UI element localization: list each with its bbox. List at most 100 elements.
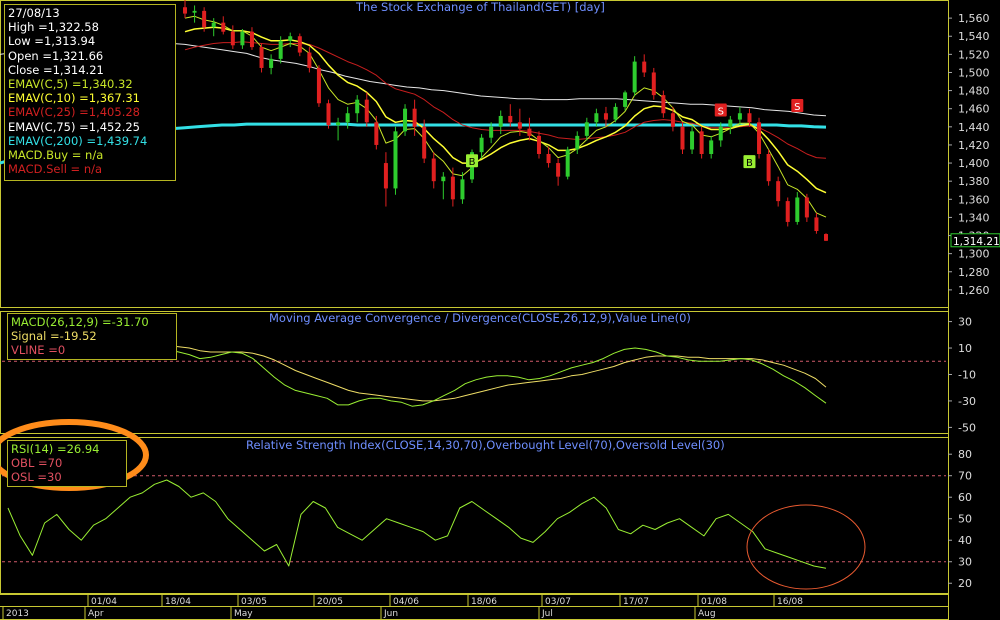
candle-body	[316, 67, 321, 104]
candle-body	[728, 119, 733, 127]
candle-body	[498, 115, 503, 127]
month-tick-label: Aug	[698, 609, 716, 619]
buy-marker	[466, 154, 479, 168]
price-tick-label: 1,260	[958, 284, 990, 297]
candle-body	[814, 217, 819, 231]
date-tick-label: 01/04	[91, 597, 117, 607]
info-ema75: EMAV(C,75) =1,452.25	[8, 119, 140, 134]
candle-body	[795, 197, 800, 222]
candle-body	[460, 179, 465, 200]
info-ema10: EMAV(C,10) =1,367.31	[8, 91, 140, 106]
info-osl: OSL =30	[11, 470, 62, 485]
candle-body	[269, 58, 274, 68]
info-signal: Signal =-19.52	[11, 329, 97, 344]
macd-tick-label: -10	[958, 368, 976, 381]
candle-body	[355, 99, 360, 114]
date-tick-label: 04/06	[393, 597, 419, 607]
macd-signal-line	[114, 343, 827, 402]
buy-marker-label: B	[469, 157, 476, 168]
info-high: High =1,322.58	[8, 20, 99, 35]
candle-body	[757, 122, 762, 154]
info-ema200: EMAV(C,200) =1,439.74	[8, 133, 148, 148]
rsi-oversold-highlight-circle	[746, 504, 866, 590]
price-info-box: 27/08/13 High =1,322.58 Low =1,313.94 Op…	[4, 4, 176, 181]
candle-body	[326, 103, 331, 126]
candle-body	[785, 201, 790, 222]
candle-body	[699, 131, 704, 154]
price-panel-title: The Stock Exchange of Thailand(SET) [day…	[356, 0, 605, 14]
candle-body	[489, 126, 494, 138]
candle-body	[556, 163, 561, 177]
sell-marker-label: S	[794, 102, 800, 113]
candle-body	[278, 40, 283, 59]
month-tick-label: Jun	[383, 609, 398, 619]
candle-body	[527, 128, 532, 136]
candle-body	[623, 92, 628, 107]
info-macd-buy: MACD.Buy = n/a	[8, 148, 104, 163]
candle-body	[183, 7, 187, 14]
candle-body	[536, 135, 541, 154]
candle-body	[240, 31, 245, 46]
rsi-tick-label: 30	[958, 556, 972, 569]
price-tick-label: 1,420	[958, 139, 990, 152]
candle-body	[374, 122, 379, 145]
candle-body	[441, 176, 446, 182]
info-date: 27/08/13	[8, 6, 60, 20]
candle-body	[249, 31, 254, 48]
rsi-line	[7, 479, 827, 569]
date-tick-label: 20/05	[317, 597, 343, 607]
price-tick-label: 1,380	[958, 175, 990, 188]
candle-body	[192, 10, 197, 13]
candle-body	[603, 113, 608, 120]
date-tick-label: 18/06	[471, 597, 497, 607]
candle-body	[412, 108, 417, 127]
macd-line	[114, 340, 827, 407]
price-tick-label: 1,360	[958, 193, 990, 206]
info-low: Low =1,313.94	[8, 34, 96, 49]
date-tick-label: 01/08	[701, 597, 727, 607]
date-tick-label: 17/07	[623, 597, 649, 607]
candle-body	[661, 95, 666, 114]
candle-body	[737, 113, 742, 120]
price-tick-label: 1,340	[958, 211, 990, 224]
candle-body	[202, 10, 207, 28]
candle-body	[804, 197, 809, 218]
candle-body	[670, 113, 675, 127]
macd-panel-title: Moving Average Convergence / Divergence(…	[269, 311, 691, 325]
candle-body	[383, 163, 388, 189]
date-tick-label: 03/05	[241, 597, 267, 607]
macd-tick-label: -30	[958, 395, 976, 408]
rsi-tick-label: 60	[958, 491, 972, 504]
candle-body	[651, 72, 656, 96]
info-ema25: EMAV(C,25) =1,405.28	[8, 105, 140, 120]
sell-marker	[714, 103, 727, 117]
rsi-tick-label: 20	[958, 577, 972, 590]
rsi-info-highlight-circle	[0, 419, 149, 491]
buy-marker-label: B	[746, 158, 753, 169]
sell-marker-label: S	[718, 107, 724, 118]
info-vline: VLINE =0	[11, 343, 66, 358]
candle-body	[211, 22, 216, 28]
rsi-tick-label: 70	[958, 470, 972, 483]
candle-body	[336, 122, 341, 126]
candle-body	[632, 61, 637, 93]
price-tick-label: 1,460	[958, 103, 990, 116]
candle-body	[709, 140, 714, 154]
month-tick-label: May	[234, 609, 253, 619]
candle-body	[613, 106, 618, 120]
info-open: Open =1,321.66	[8, 48, 104, 63]
candle-body	[345, 113, 350, 123]
candle-body	[642, 61, 647, 73]
date-tick-label: 16/08	[777, 597, 803, 607]
rsi-tick-label: 40	[958, 534, 972, 547]
rsi-info-box: RSI(14) =26.94 OBL =70 OSL =30	[7, 440, 127, 487]
price-tick-label: 1,280	[958, 266, 990, 279]
info-close: Close =1,314.21	[8, 62, 104, 77]
info-obl: OBL =70	[11, 456, 63, 471]
candle-body	[690, 131, 695, 150]
price-tick-label: 1,540	[958, 30, 990, 43]
macd-info-box: MACD(26,12,9) =-31.70 Signal =-19.52 VLI…	[7, 313, 177, 360]
candle-body	[422, 126, 427, 159]
candle-body	[307, 52, 312, 68]
candle-body	[450, 176, 455, 200]
